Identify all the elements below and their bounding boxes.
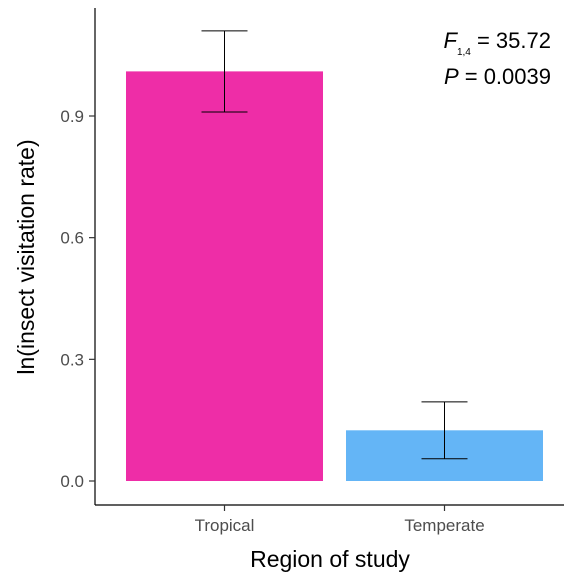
- y-axis-title: ln(insect visitation rate): [13, 139, 39, 374]
- x-tick-label-temperate: Temperate: [404, 516, 484, 535]
- y-tick-label: 0.6: [60, 229, 84, 248]
- f-subscript: 1,4: [457, 47, 471, 58]
- y-tick-label: 0.3: [60, 350, 84, 369]
- error-bars-group: [201, 30, 468, 460]
- f-statistic: F1,4 = 35.72: [444, 28, 552, 58]
- y-ticks-group: 0.0 0.3 0.6 0.9: [60, 107, 95, 491]
- x-tick-label-tropical: Tropical: [195, 516, 255, 535]
- bars-group: [126, 71, 543, 481]
- bar-tropical: [126, 71, 323, 481]
- x-ticks-group: Tropical Temperate: [195, 505, 485, 535]
- f-symbol: F: [444, 28, 459, 53]
- p-symbol: P: [444, 64, 459, 89]
- stats-annotation: F1,4 = 35.72 P = 0.0039: [444, 28, 552, 89]
- p-value: P = 0.0039: [444, 64, 551, 89]
- x-axis-title: Region of study: [250, 546, 410, 572]
- y-tick-label: 0.9: [60, 107, 84, 126]
- f-value: = 35.72: [471, 28, 551, 53]
- y-tick-label: 0.0: [60, 472, 84, 491]
- axes-group: [94, 8, 564, 506]
- p-value-text: = 0.0039: [459, 64, 551, 89]
